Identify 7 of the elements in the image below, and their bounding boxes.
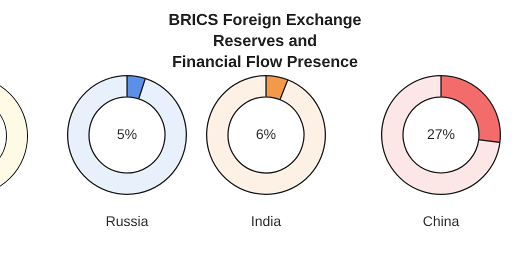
data-label: 6% [256, 126, 276, 142]
text: India [250, 213, 282, 229]
data-label: 5% [116, 126, 138, 142]
data-label: 27% [426, 126, 456, 142]
text: BRICS Foreign Exchange Reserves and Financial Flow Presence [168, 11, 362, 73]
text: China [422, 213, 460, 229]
text: Russia [104, 213, 150, 229]
